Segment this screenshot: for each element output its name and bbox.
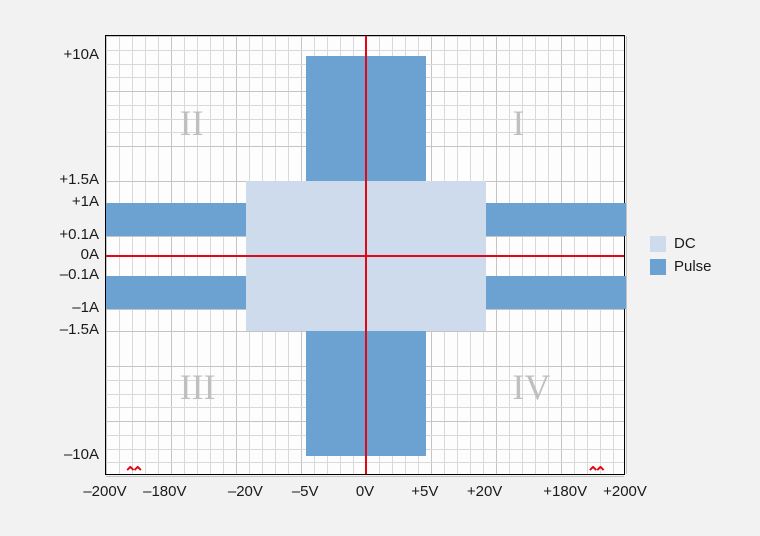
quadrant-label: II (180, 102, 204, 144)
y-tick-label: +10A (64, 46, 99, 63)
region-pulse (106, 203, 246, 236)
legend-item-pulse: Pulse (650, 258, 712, 275)
legend-label: DC (674, 235, 696, 252)
region-pulse (106, 276, 246, 309)
legend-label: Pulse (674, 258, 712, 275)
legend-item-dc: DC (650, 235, 712, 252)
zero-current-axis (106, 255, 624, 257)
y-tick-label: 0A (81, 246, 99, 263)
four-quadrant-chart: IIIIIIIV (105, 35, 625, 475)
y-tick-label: –10A (64, 446, 99, 463)
legend-swatch-dc (650, 236, 666, 252)
y-tick-label: +1.5A (59, 171, 99, 188)
axis-break-icon: ⌃⌃ (124, 469, 139, 479)
quadrant-label: I (512, 102, 524, 144)
x-tick-label: 0V (356, 483, 374, 500)
y-tick-label: –1.5A (60, 321, 99, 338)
axis-break-icon: ⌃⌃ (586, 469, 601, 479)
region-pulse (486, 276, 626, 309)
quadrant-label: III (180, 366, 216, 408)
y-tick-label: –1A (72, 299, 99, 316)
region-pulse (486, 203, 626, 236)
x-tick-label: +5V (411, 483, 438, 500)
x-tick-label: +200V (603, 483, 647, 500)
quadrant-label: IV (512, 366, 550, 408)
x-tick-label: –200V (83, 483, 126, 500)
x-tick-label: –5V (292, 483, 319, 500)
legend: DC Pulse (650, 235, 712, 281)
y-tick-label: –0.1A (60, 266, 99, 283)
y-tick-label: +0.1A (59, 226, 99, 243)
legend-swatch-pulse (650, 259, 666, 275)
x-tick-label: –180V (143, 483, 186, 500)
x-tick-label: +20V (467, 483, 502, 500)
x-tick-label: +180V (543, 483, 587, 500)
y-tick-label: +1A (72, 193, 99, 210)
x-tick-label: –20V (228, 483, 263, 500)
